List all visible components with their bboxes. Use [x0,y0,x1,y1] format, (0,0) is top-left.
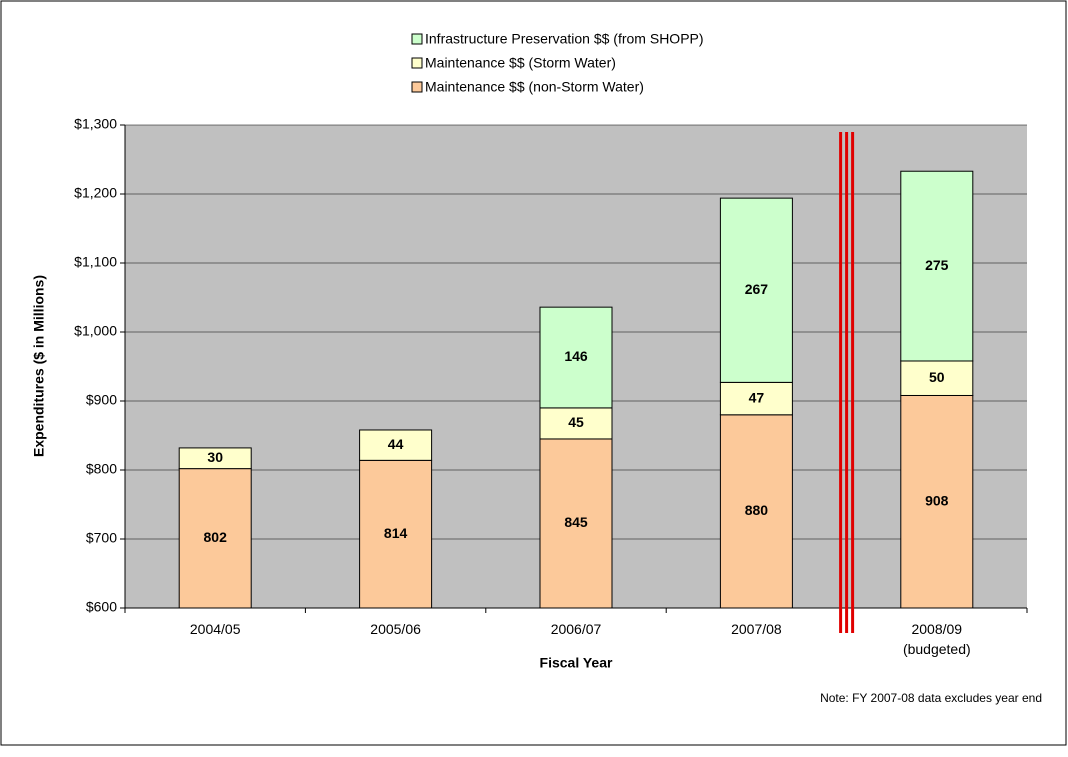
bar-segment [539,306,613,409]
bar-segment [900,394,974,609]
data-label: 275 [925,257,949,273]
y-tick-label: $1,100 [74,254,117,270]
bar-segment [539,407,613,440]
bar-segment [719,414,793,609]
data-label: 30 [207,449,223,465]
x-tick-label: 2005/06 [370,621,421,637]
legend-swatch [411,81,423,93]
legend-label: Maintenance $$ (non-Storm Water) [425,79,644,95]
x-tick-label: 2007/08 [731,621,782,637]
legend-swatch [411,33,423,45]
x-axis-title: Fiscal Year [540,655,613,671]
data-label: 845 [564,514,588,530]
x-tick-label: 2008/09 (budgeted) [903,621,971,657]
data-label: 908 [925,492,949,508]
bar-segment [539,438,613,609]
bar-segment [900,170,974,362]
bar-segment [178,468,252,609]
data-label: 814 [384,525,408,541]
data-label: 47 [749,389,765,405]
data-label: 880 [745,502,769,518]
y-tick-label: $1,200 [74,185,117,201]
x-tick-label: 2006/07 [551,621,602,637]
y-tick-label: $800 [86,461,117,477]
y-tick-label: $600 [86,599,117,615]
y-tick-label: $1,300 [74,116,117,132]
legend-label: Maintenance $$ (Storm Water) [425,55,616,71]
legend-label: Infrastructure Preservation $$ (from SHO… [425,31,704,47]
note: Note: FY 2007-08 data excludes year end [820,691,1042,705]
legend-swatch [411,57,423,69]
bar-segment [719,381,793,416]
y-axis-title: Expenditures ($ in Millions) [31,275,47,457]
y-tick-label: $1,000 [74,323,117,339]
bar-segment [178,447,252,470]
data-label: 802 [204,529,228,545]
data-label: 50 [929,369,945,385]
data-label: 146 [564,348,588,364]
bar-segment [719,197,793,383]
y-tick-label: $900 [86,392,117,408]
y-tick-label: $700 [86,530,117,546]
bar-segment [359,429,433,461]
data-label: 45 [568,414,584,430]
bar-segment [900,360,974,396]
data-label: 44 [388,436,404,452]
bar-segment [359,459,433,609]
x-tick-label: 2004/05 [190,621,241,637]
data-label: 267 [745,281,769,297]
